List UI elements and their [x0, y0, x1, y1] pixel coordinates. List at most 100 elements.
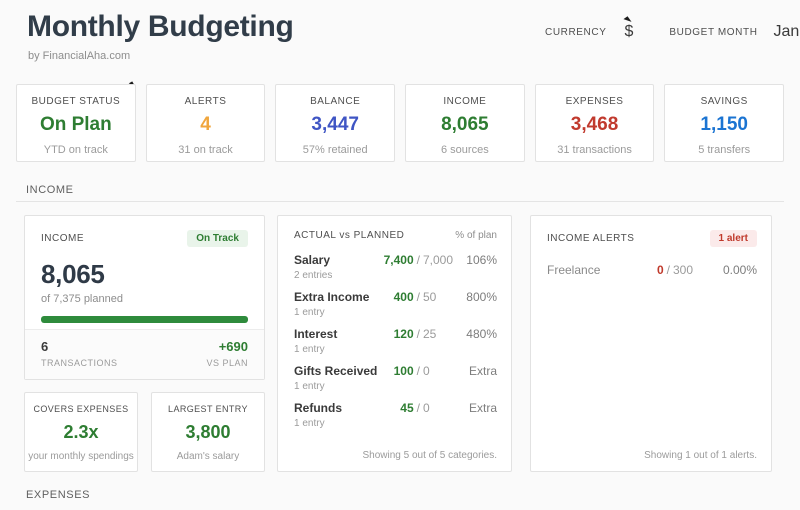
category-name: Interest — [294, 327, 338, 341]
category-entries-count: 2 entries — [294, 270, 333, 281]
amount-separator: / — [666, 263, 670, 277]
income-progress-bar — [41, 316, 248, 323]
income-panel-label: INCOME — [41, 233, 84, 244]
stat-subtext: 5 transfers — [698, 144, 751, 156]
planned-amount: 50 — [423, 290, 437, 304]
alert-row: Freelance 0 / 300 0.00% — [547, 263, 757, 277]
stat-label: BUDGET STATUS — [31, 96, 121, 107]
actual-amount: 400 — [393, 290, 414, 304]
vs-plan-value: +690 — [218, 339, 248, 354]
stat-card: ALERTS 4 31 on track — [145, 84, 266, 162]
category-row: Interest 1 entry 120 / 25 480% — [294, 327, 497, 355]
covers-expenses-subtext: your monthly spendings — [28, 451, 134, 462]
category-name: Refunds — [294, 401, 342, 415]
covers-expenses-card: COVERS EXPENSES 2.3x your monthly spendi… — [24, 392, 138, 472]
income-alerts-panel: INCOME ALERTS 1 alert Freelance 0 / 300 … — [530, 215, 772, 472]
income-section-heading: INCOME — [26, 184, 74, 196]
stat-card: BUDGET STATUS On Plan YTD on track — [16, 84, 136, 162]
stat-label: SAVINGS — [700, 96, 748, 107]
planned-amount: 0 — [423, 401, 430, 415]
category-entries-count: 1 entry — [294, 307, 325, 318]
stat-label: ALERTS — [184, 96, 227, 107]
currency-select[interactable]: $ — [624, 23, 634, 40]
stat-subtext: 6 sources — [441, 144, 489, 156]
summary-stats-row: BUDGET STATUS On Plan YTD on track ALERT… — [16, 84, 785, 162]
category-name: Extra Income — [294, 290, 370, 304]
category-entries-count: 1 entry — [294, 344, 325, 355]
stat-subtext: 31 transactions — [557, 144, 632, 156]
covers-expenses-label: COVERS EXPENSES — [33, 404, 129, 414]
covers-expenses-value: 2.3x — [63, 422, 99, 442]
vs-plan-label: VS PLAN — [206, 358, 248, 368]
amount-separator: / — [416, 364, 420, 378]
alert-actual-amount: 0 — [656, 263, 664, 277]
planned-amount: 25 — [423, 327, 437, 341]
budget-month-select[interactable]: Jan — [773, 23, 800, 40]
actual-vs-planned-title: ACTUAL vs PLANNED — [294, 230, 405, 241]
percent-of-plan-value: 480% — [466, 327, 497, 341]
on-track-badge: On Track — [187, 230, 248, 247]
stat-value: 8,065 — [441, 114, 489, 135]
income-total-value: 8,065 — [41, 259, 105, 289]
income-mini-cards: COVERS EXPENSES 2.3x your monthly spendi… — [24, 392, 265, 472]
transactions-count: 6 — [41, 339, 49, 354]
expenses-section-heading: EXPENSES — [26, 489, 91, 501]
planned-amount: 0 — [423, 364, 430, 378]
stat-value: On Plan — [39, 114, 112, 135]
income-panel-footer: 6 TRANSACTIONS +690 VS PLAN — [25, 329, 264, 379]
category-entries-count: 1 entry — [294, 418, 325, 429]
alert-count-badge: 1 alert — [709, 230, 757, 247]
category-name: Salary — [294, 253, 331, 267]
stat-subtext: 57% retained — [302, 144, 368, 156]
largest-entry-label: LARGEST ENTRY — [168, 404, 248, 414]
page-subtitle: by FinancialAha.com — [28, 50, 131, 62]
category-row: Extra Income 1 entry 400 / 50 800% — [294, 290, 497, 318]
planned-amount: 7,000 — [423, 253, 454, 267]
percent-of-plan-value: 800% — [466, 290, 497, 304]
amount-separator: / — [416, 401, 420, 415]
amount-separator: / — [416, 290, 420, 304]
amount-separator: / — [416, 253, 420, 267]
stat-card: SAVINGS 1,150 5 transfers — [664, 84, 785, 162]
actual-amount: 120 — [393, 327, 414, 341]
stat-card: EXPENSES 3,468 31 transactions — [534, 84, 655, 162]
categories-footer-note: Showing 5 out of 5 categories. — [362, 450, 497, 461]
category-row: Gifts Received 1 entry 100 / 0 Extra — [294, 364, 497, 392]
stat-value: 1,150 — [700, 114, 748, 135]
category-row: Salary 2 entries 7,400 / 7,000 106% — [294, 253, 497, 281]
currency-label: CURRENCY — [545, 26, 607, 38]
stat-value: 3,447 — [311, 114, 359, 135]
income-planned-note: of 7,375 planned — [41, 293, 123, 305]
percent-of-plan-value: 106% — [466, 253, 497, 267]
alert-planned-amount: 300 — [673, 263, 694, 277]
stat-subtext: 31 on track — [178, 144, 233, 156]
transactions-label: TRANSACTIONS — [41, 358, 118, 368]
actual-amount: 7,400 — [383, 253, 414, 267]
alert-percent-value: 0.00% — [722, 263, 757, 277]
largest-entry-value: 3,800 — [185, 422, 231, 442]
category-row: Refunds 1 entry 45 / 0 Extra — [294, 401, 497, 429]
stat-label: EXPENSES — [565, 96, 624, 107]
stat-label: BALANCE — [310, 96, 361, 107]
largest-entry-subtext: Adam's salary — [176, 451, 240, 462]
category-rows: Salary 2 entries 7,400 / 7,000 106% Extr… — [278, 241, 511, 429]
alert-category-name: Freelance — [547, 263, 601, 277]
actual-amount: 100 — [393, 364, 414, 378]
actual-amount: 45 — [400, 401, 414, 415]
category-entries-count: 1 entry — [294, 381, 325, 392]
alerts-footer-note: Showing 1 out of 1 alerts. — [644, 450, 757, 461]
stat-subtext: YTD on track — [43, 144, 108, 156]
percent-of-plan-value: Extra — [468, 364, 497, 378]
stat-card: INCOME 8,065 6 sources — [405, 84, 525, 162]
category-name: Gifts Received — [294, 364, 378, 378]
stat-label: INCOME — [443, 96, 487, 107]
page-title: Monthly Budgeting — [27, 10, 294, 43]
budget-month-label: BUDGET MONTH — [669, 26, 758, 38]
income-summary-panel: INCOME On Track 8,065 of 7,375 planned 6… — [24, 215, 265, 380]
stat-value: 3,468 — [570, 114, 619, 135]
header-controls: CURRENCY $ BUDGET MONTH Jan — [545, 22, 799, 42]
percent-of-plan-column-header: % of plan — [455, 230, 497, 241]
alert-rows: Freelance 0 / 300 0.00% — [531, 247, 771, 277]
percent-of-plan-value: Extra — [468, 401, 497, 415]
